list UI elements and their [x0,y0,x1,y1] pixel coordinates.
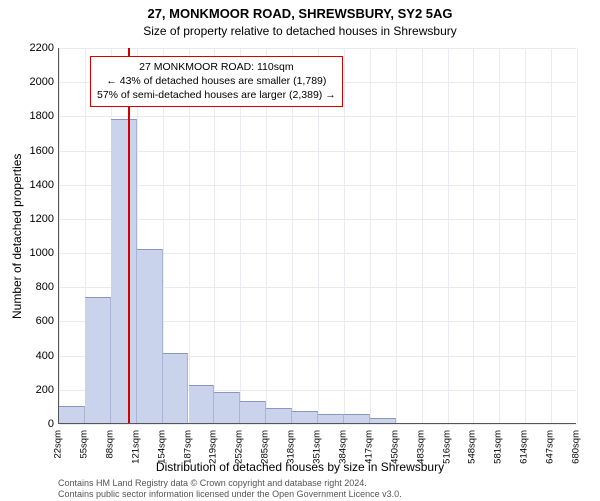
histogram-bar [163,353,189,423]
ytick-label: 200 [14,384,54,396]
footer-line1: Contains HM Land Registry data © Crown c… [58,478,402,489]
annotation-line3: 57% of semi-detached houses are larger (… [97,88,336,102]
xtick-label: 121sqm [130,430,141,464]
xtick-label: 252sqm [234,430,245,464]
histogram-bar [318,414,344,423]
ytick-label: 2200 [14,42,54,54]
ytick-label: 1200 [14,213,54,225]
histogram-bar [240,401,266,423]
footer-attribution: Contains HM Land Registry data © Crown c… [58,478,402,501]
gridline-v [59,48,60,423]
gridline-v [370,48,371,423]
gridline-v [396,48,397,423]
gridline-v [344,48,345,423]
gridline-v [551,48,552,423]
histogram-bar [370,418,396,423]
ytick-label: 600 [14,315,54,327]
xtick-label: 55sqm [78,430,89,459]
histogram-bar [85,297,111,423]
histogram-bar [59,406,85,423]
ytick-label: 1000 [14,247,54,259]
ytick-label: 1800 [14,110,54,122]
gridline-v [577,48,578,423]
ytick-label: 2000 [14,76,54,88]
xtick-label: 483sqm [415,430,426,464]
xtick-label: 548sqm [467,430,478,464]
histogram-bar [292,411,318,423]
histogram-bar [266,408,292,423]
histogram-bar [344,414,370,423]
xtick-label: 187sqm [182,430,193,464]
histogram-bar [137,249,163,423]
ytick-label: 1400 [14,179,54,191]
histogram-bar [214,392,240,423]
xtick-label: 285sqm [260,430,271,464]
ytick-label: 800 [14,281,54,293]
ytick-label: 400 [14,350,54,362]
xtick-label: 417sqm [363,430,374,464]
xtick-label: 581sqm [493,430,504,464]
xtick-label: 680sqm [571,430,582,464]
gridline-h [59,424,576,425]
xtick-label: 351sqm [312,430,323,464]
chart-container: 27, MONKMOOR ROAD, SHREWSBURY, SY2 5AG S… [0,0,600,500]
x-axis-label: Distribution of detached houses by size … [0,460,600,474]
xtick-label: 154sqm [156,430,167,464]
gridline-v [473,48,474,423]
chart-subtitle: Size of property relative to detached ho… [0,24,600,38]
xtick-label: 516sqm [441,430,452,464]
ytick-label: 1600 [14,145,54,157]
histogram-bar [111,119,137,423]
xtick-label: 318sqm [286,430,297,464]
histogram-bar [189,385,215,423]
xtick-label: 450sqm [389,430,400,464]
xtick-label: 647sqm [545,430,556,464]
ytick-label: 0 [14,418,54,430]
gridline-v [422,48,423,423]
annotation-line1: 27 MONKMOOR ROAD: 110sqm [97,60,336,74]
marker-annotation: 27 MONKMOOR ROAD: 110sqm ← 43% of detach… [90,56,343,107]
footer-line2: Contains public sector information licen… [58,489,402,500]
gridline-v [448,48,449,423]
annotation-line2: ← 43% of detached houses are smaller (1,… [97,74,336,88]
xtick-label: 614sqm [519,430,530,464]
xtick-label: 219sqm [208,430,219,464]
xtick-label: 22sqm [53,430,64,459]
chart-title: 27, MONKMOOR ROAD, SHREWSBURY, SY2 5AG [0,6,600,21]
xtick-label: 88sqm [104,430,115,459]
xtick-label: 384sqm [337,430,348,464]
gridline-v [499,48,500,423]
gridline-v [525,48,526,423]
